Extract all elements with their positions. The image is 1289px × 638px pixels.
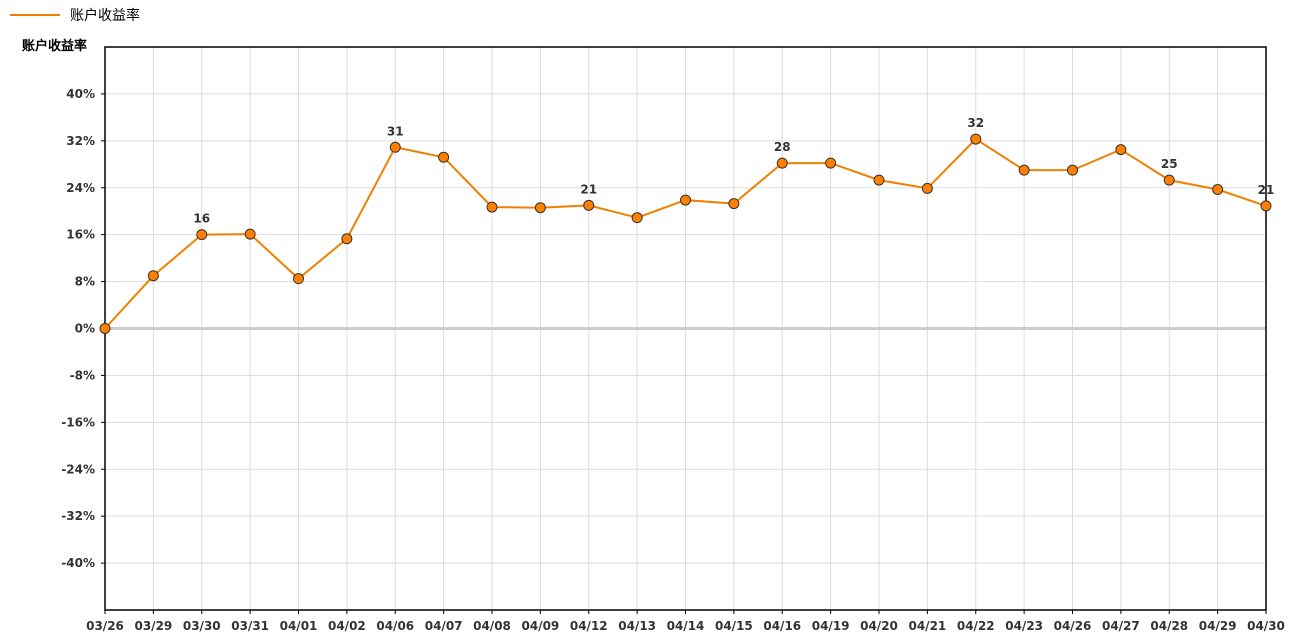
x-tick-label: 04/12 <box>570 619 608 633</box>
x-tick-label: 04/19 <box>812 619 850 633</box>
data-point <box>680 194 691 206</box>
data-point <box>728 198 740 210</box>
data-point <box>99 323 111 334</box>
data-point <box>1115 144 1127 156</box>
y-axis-label: 账户收益率 <box>22 38 87 54</box>
x-tick-label: 04/01 <box>280 619 318 633</box>
y-tick-label: -40% <box>61 556 95 570</box>
x-tick-label: 04/14 <box>667 619 705 633</box>
data-point <box>1212 184 1224 196</box>
data-point <box>293 273 304 285</box>
legend: 账户收益率 <box>10 7 140 24</box>
x-tick-label: 04/20 <box>860 619 898 633</box>
data-point <box>1067 164 1078 176</box>
data-labels: 16 31 21 28 32 25 21 <box>193 116 1274 226</box>
x-tick-label: 04/15 <box>715 619 753 633</box>
data-point <box>970 133 982 145</box>
x-tick-label: 04/02 <box>328 619 366 633</box>
data-point <box>1163 174 1175 186</box>
x-tick-label: 03/31 <box>231 619 269 633</box>
x-tick-label: 04/09 <box>521 619 559 633</box>
x-tick-label: 04/13 <box>618 619 656 633</box>
data-point <box>873 174 885 186</box>
y-tick-label: -8% <box>70 368 95 382</box>
x-tick-label: 04/30 <box>1247 619 1285 633</box>
y-tick-label: 8% <box>75 275 95 289</box>
x-tick-label: 04/27 <box>1102 619 1140 633</box>
grid <box>105 47 1266 610</box>
x-tick-label: 03/26 <box>86 619 124 633</box>
data-point <box>486 201 498 213</box>
y-tick-label: -16% <box>61 415 95 429</box>
data-point <box>244 228 256 240</box>
y-tick-label: 32% <box>66 134 95 148</box>
data-point <box>583 199 595 211</box>
data-label: 31 <box>387 124 404 138</box>
y-tick-label: 40% <box>66 87 95 101</box>
x-tick-label: 04/16 <box>763 619 801 633</box>
data-point <box>341 233 353 245</box>
series <box>99 133 1272 334</box>
data-label: 28 <box>774 140 791 154</box>
data-point <box>631 212 643 224</box>
y-tick-label: 16% <box>66 228 95 242</box>
x-tick-label: 04/21 <box>908 619 946 633</box>
x-tick-label: 03/30 <box>183 619 221 633</box>
x-tick-label: 04/28 <box>1150 619 1188 633</box>
data-point <box>825 157 837 169</box>
x-tick-label: 04/23 <box>1005 619 1043 633</box>
x-tick-label: 03/29 <box>134 619 172 633</box>
x-tick-label: 04/06 <box>376 619 414 633</box>
data-label: 16 <box>193 212 210 226</box>
x-tick-label: 04/29 <box>1199 619 1237 633</box>
y-tick-label: -32% <box>61 509 95 523</box>
data-point <box>534 202 546 214</box>
data-label: 21 <box>580 182 597 196</box>
y-tick-label: 0% <box>75 322 95 336</box>
data-label: 25 <box>1161 157 1178 171</box>
legend-entry-label: 账户收益率 <box>70 7 140 24</box>
x-tick-label: 04/08 <box>473 619 511 633</box>
data-point <box>438 151 450 163</box>
x-tick-label: 04/26 <box>1054 619 1092 633</box>
tick-labels: 40% 32% 24% 16% 8% 0% -8% -16% -24% -32% -40% 03/26… <box>61 87 1285 633</box>
axes <box>101 46 1267 614</box>
x-tick-label: 04/07 <box>425 619 463 633</box>
data-point <box>147 270 159 282</box>
data-label: 21 <box>1258 183 1275 197</box>
data-point <box>1260 200 1272 212</box>
data-point <box>1018 164 1030 176</box>
data-point <box>389 141 401 153</box>
data-point <box>921 182 933 194</box>
y-tick-label: -24% <box>61 462 95 476</box>
data-label: 32 <box>967 116 984 130</box>
y-tick-label: 24% <box>66 181 95 195</box>
data-point <box>196 229 208 241</box>
data-point <box>776 157 788 169</box>
x-tick-label: 04/22 <box>957 619 995 633</box>
